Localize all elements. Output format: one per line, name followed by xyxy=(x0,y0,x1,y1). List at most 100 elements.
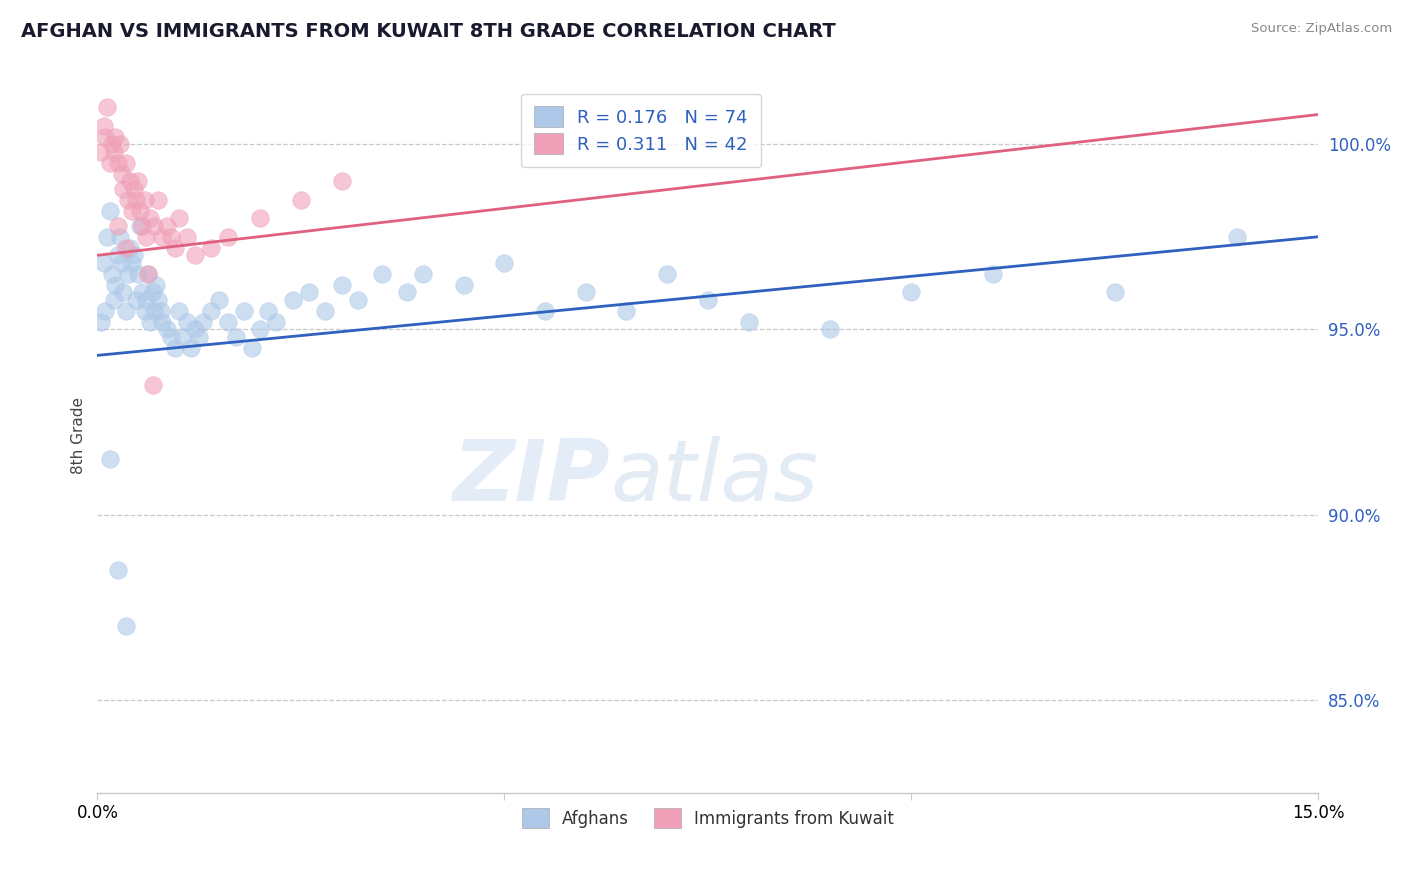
Point xyxy=(412,267,434,281)
Point xyxy=(125,193,148,207)
Point xyxy=(121,256,143,270)
Point xyxy=(737,315,759,329)
Point xyxy=(208,293,231,307)
Point xyxy=(1226,229,1249,244)
Point xyxy=(217,315,239,329)
Point xyxy=(232,304,254,318)
Point xyxy=(172,330,194,344)
Point xyxy=(136,267,159,281)
Text: AFGHAN VS IMMIGRANTS FROM KUWAIT 8TH GRADE CORRELATION CHART: AFGHAN VS IMMIGRANTS FROM KUWAIT 8TH GRA… xyxy=(21,22,835,41)
Point xyxy=(266,315,288,329)
Point xyxy=(131,285,153,300)
Point xyxy=(90,145,112,159)
Point xyxy=(107,219,129,233)
Point xyxy=(159,330,181,344)
Point xyxy=(616,304,638,318)
Point xyxy=(818,322,841,336)
Point xyxy=(93,119,115,133)
Y-axis label: 8th Grade: 8th Grade xyxy=(72,397,86,474)
Point xyxy=(139,211,162,226)
Point xyxy=(103,293,125,307)
Point xyxy=(200,241,222,255)
Point xyxy=(143,304,166,318)
Point xyxy=(314,304,336,318)
Point xyxy=(98,203,121,218)
Point xyxy=(346,293,368,307)
Point xyxy=(655,267,678,281)
Point xyxy=(145,277,167,292)
Point xyxy=(112,181,135,195)
Point xyxy=(94,129,117,144)
Point xyxy=(176,315,198,329)
Point xyxy=(135,293,157,307)
Point xyxy=(217,229,239,244)
Point xyxy=(111,256,134,270)
Text: atlas: atlas xyxy=(610,436,818,519)
Point xyxy=(104,129,127,144)
Point xyxy=(90,315,112,329)
Point xyxy=(453,277,475,292)
Point xyxy=(98,452,121,467)
Point xyxy=(281,293,304,307)
Point xyxy=(108,229,131,244)
Point xyxy=(152,229,174,244)
Point xyxy=(117,193,139,207)
Point xyxy=(159,229,181,244)
Point xyxy=(134,304,156,318)
Point xyxy=(149,304,172,318)
Point xyxy=(134,193,156,207)
Point xyxy=(115,241,138,255)
Point xyxy=(127,267,149,281)
Point xyxy=(249,322,271,336)
Point xyxy=(122,248,145,262)
Point xyxy=(330,174,353,188)
Point xyxy=(148,293,170,307)
Point xyxy=(131,219,153,233)
Point xyxy=(371,267,394,281)
Point xyxy=(163,341,186,355)
Point xyxy=(103,145,125,159)
Text: ZIP: ZIP xyxy=(453,436,610,519)
Legend: Afghans, Immigrants from Kuwait: Afghans, Immigrants from Kuwait xyxy=(515,802,900,834)
Point xyxy=(148,193,170,207)
Point xyxy=(249,211,271,226)
Point xyxy=(152,315,174,329)
Point xyxy=(94,304,117,318)
Point xyxy=(257,304,280,318)
Point xyxy=(107,155,129,169)
Point xyxy=(155,322,177,336)
Point xyxy=(136,267,159,281)
Point xyxy=(167,211,190,226)
Point xyxy=(128,219,150,233)
Point xyxy=(981,267,1004,281)
Point xyxy=(93,256,115,270)
Point xyxy=(96,229,118,244)
Point xyxy=(98,155,121,169)
Point xyxy=(139,315,162,329)
Point xyxy=(142,378,165,392)
Point xyxy=(163,241,186,255)
Point xyxy=(240,341,263,355)
Point xyxy=(176,229,198,244)
Point xyxy=(101,137,124,152)
Point xyxy=(494,256,516,270)
Point xyxy=(298,285,321,300)
Point xyxy=(115,619,138,633)
Point xyxy=(107,563,129,577)
Point xyxy=(167,304,190,318)
Point xyxy=(1104,285,1126,300)
Point xyxy=(184,322,207,336)
Point xyxy=(188,330,211,344)
Point xyxy=(696,293,718,307)
Point xyxy=(135,229,157,244)
Point xyxy=(128,203,150,218)
Point xyxy=(184,248,207,262)
Point xyxy=(142,285,165,300)
Point xyxy=(191,315,214,329)
Point xyxy=(112,285,135,300)
Point xyxy=(107,248,129,262)
Point xyxy=(108,137,131,152)
Point xyxy=(155,219,177,233)
Point xyxy=(900,285,922,300)
Point xyxy=(330,277,353,292)
